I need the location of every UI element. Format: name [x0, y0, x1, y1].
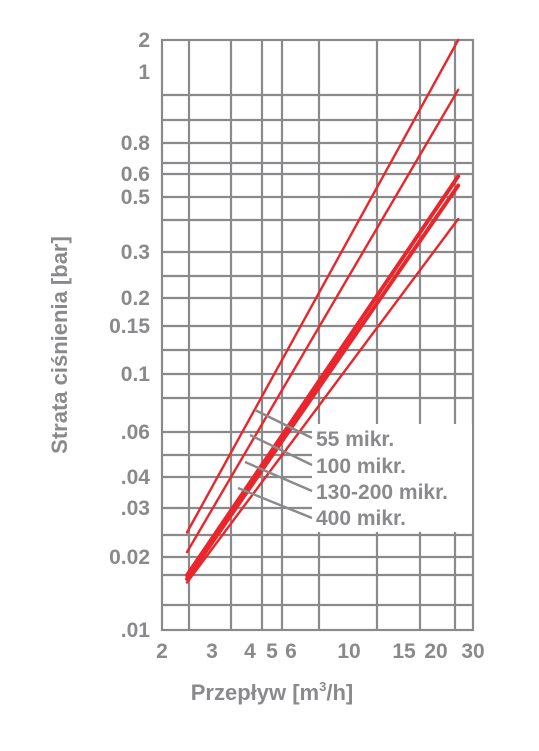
y-tick-label: 0.2 — [121, 287, 150, 310]
y-tick-label: .04 — [121, 466, 151, 489]
legend-leader-line — [254, 408, 313, 440]
x-tick-label: 2 — [156, 640, 168, 663]
y-tick-label: 0.02 — [109, 546, 150, 569]
y-tick-label: 2 — [138, 29, 150, 52]
legend-label: 130-200 mikr. — [316, 481, 448, 504]
legend-leader-line — [237, 486, 313, 520]
chart-series-lines — [185, 38, 461, 584]
x-axis-label-superscript: 3 — [319, 679, 326, 694]
x-axis-label-suffix: /h] — [326, 680, 353, 705]
legend-label: 100 mikr. — [316, 455, 406, 478]
x-tick-label: 5 — [266, 640, 278, 663]
plot-frame — [160, 38, 475, 632]
x-tick-label: 15 — [392, 640, 416, 663]
chart-tick-labels: 2 3 4 5 6 10 15 20 30 .01 0.02 .03 .04 .06 0.1 0.15 0.2 0… — [109, 29, 485, 663]
series-line — [185, 174, 461, 578]
x-axis-label: Przepływ [m3/h] — [191, 679, 354, 705]
legend-label: 400 mikr. — [316, 507, 406, 530]
y-tick-label: 0.6 — [121, 163, 150, 186]
chart-legend: 55 mikr. 100 mikr. 130-200 mikr. 400 mikr. — [237, 408, 472, 532]
y-tick-label: .03 — [121, 497, 150, 520]
legend-label: 55 mikr. — [316, 428, 394, 451]
x-tick-label: 10 — [337, 640, 360, 663]
y-tick-label: 0.5 — [121, 186, 151, 209]
x-axis-label-main: Przepływ [m — [191, 680, 319, 705]
series-line — [185, 88, 460, 554]
legend-leader-line — [249, 433, 313, 467]
y-tick-label: .06 — [121, 421, 150, 444]
x-tick-label: 20 — [424, 640, 447, 663]
series-line — [185, 217, 460, 584]
y-axis-label: Strata ciśnienia [bar] — [47, 236, 72, 454]
y-tick-label: 0.15 — [109, 315, 150, 338]
y-tick-label: 0.1 — [121, 363, 151, 386]
series-line — [185, 183, 461, 581]
y-tick-label: 0.8 — [121, 132, 151, 155]
legend-leader-line — [244, 460, 313, 493]
chart-grid — [160, 38, 475, 632]
x-tick-label: 3 — [206, 640, 218, 663]
x-tick-label: 6 — [285, 640, 297, 663]
y-tick-label: 1 — [138, 61, 150, 84]
x-tick-label: 30 — [461, 640, 484, 663]
y-tick-label: 0.3 — [121, 241, 150, 264]
legend-background — [312, 424, 472, 532]
y-tick-label: .01 — [121, 619, 151, 642]
x-tick-label: 4 — [244, 640, 256, 663]
series-line — [185, 38, 460, 534]
